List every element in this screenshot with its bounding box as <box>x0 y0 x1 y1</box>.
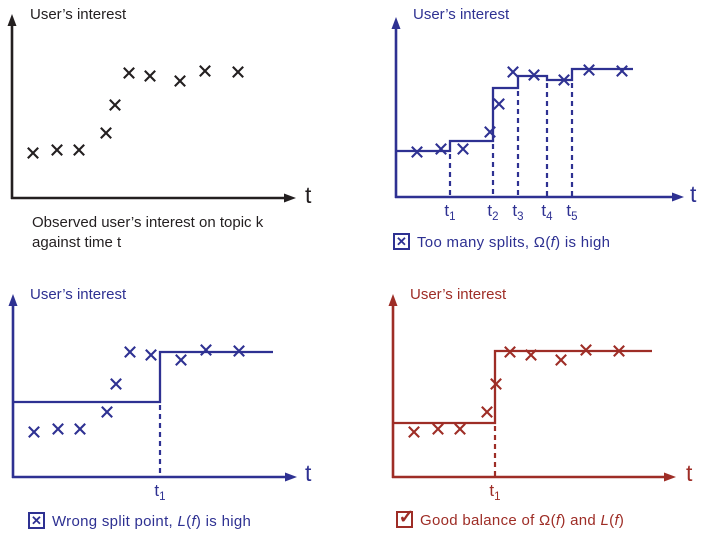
split-label-main: t <box>487 201 493 220</box>
split-label-subscript: 2 <box>492 211 499 223</box>
caption-text-part: ) is high <box>195 513 252 530</box>
x-axis-arrow-icon <box>664 472 676 482</box>
caption-text-part: L <box>600 512 610 529</box>
caption-text-part: ) <box>618 512 625 529</box>
x-axis-label: t <box>686 460 693 486</box>
x-axis-label: t <box>690 181 697 207</box>
split-label: t3 <box>512 201 524 223</box>
caption: ✕ Wrong split point, L(f) is high <box>28 512 251 530</box>
split-label-subscript: 1 <box>449 211 456 223</box>
split-label-main: t <box>541 201 547 220</box>
panel-note-line: Observed user’s interest on topic k <box>32 214 264 231</box>
split-label: t1 <box>444 201 456 223</box>
caption-box: ✕ <box>393 233 410 250</box>
caption-box: ✕ <box>28 512 45 529</box>
caption-text: Good balance of Ω(f) and L(f) <box>420 511 624 529</box>
y-axis-arrow-icon <box>388 294 398 306</box>
caption-text: Too many splits, Ω(f) is high <box>417 233 610 251</box>
x-axis-label: t <box>305 460 312 486</box>
caption-text-part: f <box>191 513 196 530</box>
panel-title: User’s interest <box>30 286 127 303</box>
panel-title: User’s interest <box>410 286 507 303</box>
split-label-main: t <box>489 481 495 500</box>
caption: ✓ Good balance of Ω(f) and L(f) <box>396 506 624 529</box>
caption: ✕ Too many splits, Ω(f) is high <box>393 233 610 251</box>
split-label: t5 <box>566 201 578 223</box>
split-label: t1 <box>489 481 501 503</box>
x-mark-icon: ✕ <box>31 513 42 528</box>
panel-title: User’s interest <box>30 6 127 23</box>
x-axis-label: t <box>305 182 312 208</box>
panel-title: User’s interest <box>413 6 510 23</box>
caption-text-part: Wrong split point, <box>52 513 178 530</box>
x-mark-icon: ✕ <box>396 234 407 249</box>
split-label: t1 <box>154 481 166 503</box>
panel-note: Observed user’s interest on topic k again… <box>32 213 263 253</box>
split-label-main: t <box>566 201 572 220</box>
caption-text-part: ) is high <box>555 234 611 251</box>
caption-text-part: ( <box>186 513 192 530</box>
split-label-main: t <box>154 481 160 500</box>
caption-text-part: f <box>550 234 556 251</box>
caption-text-part: f <box>555 512 561 529</box>
check-icon: ✓ <box>398 506 415 528</box>
panel-note-line: against time t <box>32 234 122 251</box>
split-label: t4 <box>541 201 553 223</box>
split-label-subscript: 3 <box>517 211 524 223</box>
caption-box: ✓ <box>396 506 415 528</box>
split-label-subscript: 1 <box>159 491 166 503</box>
caption-text-part: ( <box>609 512 615 529</box>
split-label-main: t <box>512 201 518 220</box>
split-label-subscript: 5 <box>571 211 578 223</box>
caption-text-part: f <box>614 512 619 529</box>
caption-text-part: Good balance of Ω( <box>420 512 556 529</box>
step-function-line <box>393 349 652 425</box>
split-label-subscript: 1 <box>494 491 501 503</box>
split-label-main: t <box>444 201 450 220</box>
split-label: t2 <box>487 201 499 223</box>
caption-text: Wrong split point, L(f) is high <box>52 512 251 530</box>
caption-text-part: Too many splits, Ω( <box>417 234 551 251</box>
caption-text-part: L <box>177 513 187 530</box>
data-point-x-marks <box>408 344 625 438</box>
split-label-subscript: 4 <box>546 211 553 223</box>
caption-text-part: ) and <box>560 512 601 529</box>
